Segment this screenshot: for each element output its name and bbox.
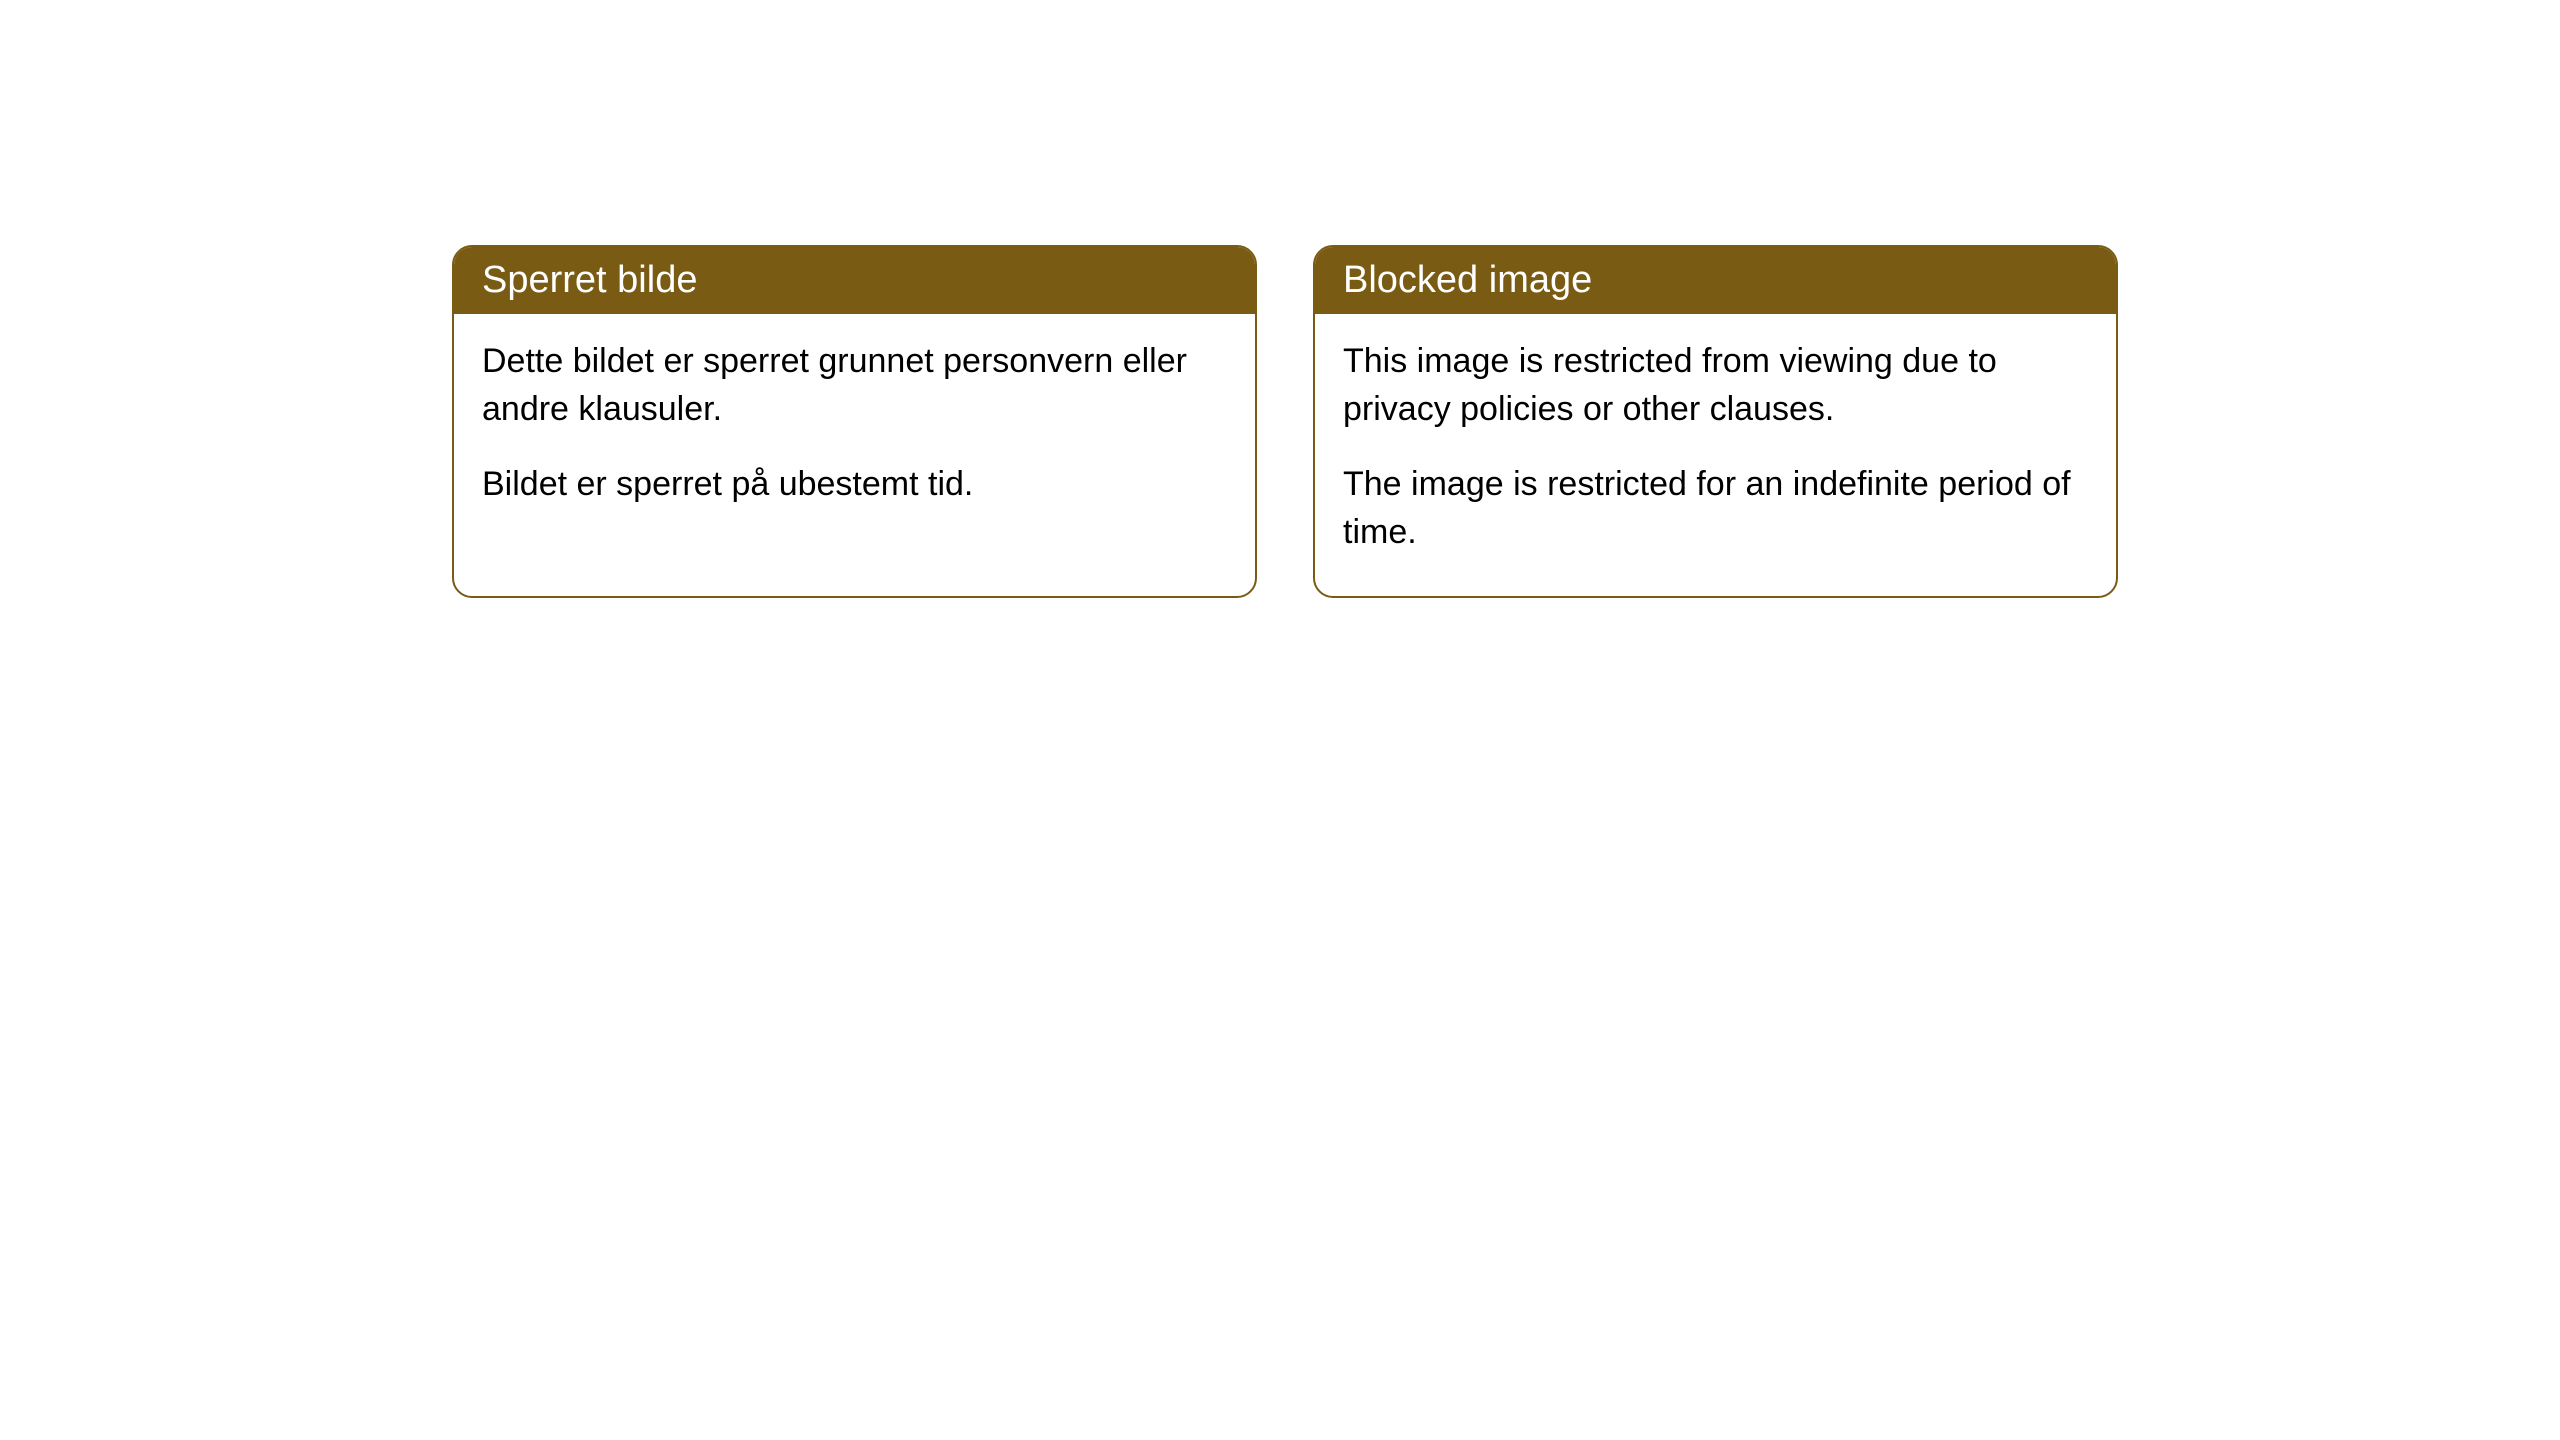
card-header-norwegian: Sperret bilde bbox=[454, 247, 1255, 314]
cards-container: Sperret bilde Dette bildet er sperret gr… bbox=[452, 245, 2118, 598]
card-paragraph-1-norwegian: Dette bildet er sperret grunnet personve… bbox=[482, 338, 1227, 433]
card-paragraph-1-english: This image is restricted from viewing du… bbox=[1343, 338, 2088, 433]
card-body-english: This image is restricted from viewing du… bbox=[1315, 314, 2116, 596]
card-english: Blocked image This image is restricted f… bbox=[1313, 245, 2118, 598]
card-paragraph-2-norwegian: Bildet er sperret på ubestemt tid. bbox=[482, 461, 1227, 509]
card-paragraph-2-english: The image is restricted for an indefinit… bbox=[1343, 461, 2088, 556]
card-body-norwegian: Dette bildet er sperret grunnet personve… bbox=[454, 314, 1255, 549]
card-norwegian: Sperret bilde Dette bildet er sperret gr… bbox=[452, 245, 1257, 598]
card-header-english: Blocked image bbox=[1315, 247, 2116, 314]
